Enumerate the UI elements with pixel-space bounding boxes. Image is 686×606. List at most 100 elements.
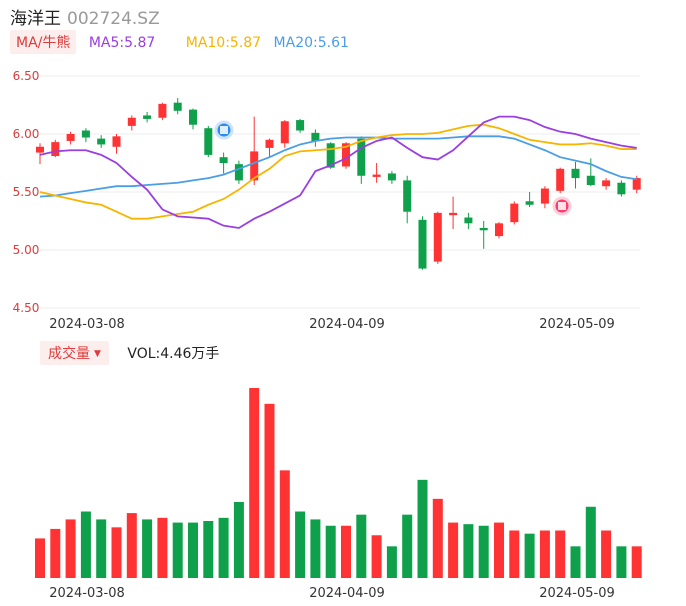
- ma-legend: MA/牛熊 MA5:5.87 MA10:5.87 MA20:5.61: [10, 30, 349, 54]
- candle-body: [219, 157, 228, 163]
- candle-body: [66, 134, 75, 141]
- candle-body: [342, 143, 350, 167]
- volume-bar: [585, 506, 596, 578]
- volume-bar: [341, 525, 351, 578]
- volume-date-axis: 2024-03-08 2024-04-09 2024-05-09: [49, 586, 615, 601]
- candle-body: [189, 109, 197, 125]
- date-tick-label: 2024-03-08: [49, 586, 125, 601]
- volume-bar: [295, 511, 306, 578]
- candle-body: [97, 138, 106, 145]
- candle-body: [602, 180, 611, 187]
- candle-body: [296, 120, 305, 131]
- volume-bar: [601, 530, 612, 578]
- price-date-axis: 2024-03-08 2024-04-09 2024-05-09: [49, 317, 615, 332]
- candle-body: [387, 173, 396, 181]
- date-tick-label: 2024-04-09: [309, 317, 385, 332]
- volume-bar: [126, 513, 137, 578]
- ma20-line: [39, 135, 637, 198]
- volume-bar: [35, 538, 45, 578]
- candle-body: [311, 132, 320, 141]
- date-tick-label: 2024-04-09: [309, 586, 385, 601]
- candles: [36, 98, 641, 270]
- volume-bar: [203, 521, 214, 578]
- volume-bar: [386, 546, 397, 578]
- price-tick-label: 6.50: [13, 69, 40, 83]
- volume-value: VOL:4.46万手: [127, 346, 220, 362]
- candle-body: [464, 217, 473, 224]
- candle-body: [234, 164, 243, 181]
- date-tick-label: 2024-05-09: [539, 586, 615, 601]
- candle-body: [265, 139, 274, 148]
- candle-body: [403, 180, 412, 212]
- volume-bar: [65, 519, 76, 578]
- candle-body: [479, 227, 488, 231]
- candle-body: [36, 146, 44, 153]
- volume-bar: [631, 546, 642, 578]
- price-grid: [40, 75, 640, 309]
- candle-body: [495, 223, 503, 237]
- signal-markers: [214, 120, 572, 216]
- candle-body: [204, 128, 213, 155]
- ma10-line: [39, 123, 637, 220]
- candle-body: [510, 203, 519, 223]
- candle-body: [372, 174, 381, 177]
- price-tick-label: 4.50: [13, 301, 40, 315]
- candle-body: [433, 212, 442, 262]
- volume-bar: [402, 514, 413, 578]
- candle-body: [556, 168, 565, 191]
- volume-bar: [539, 530, 550, 578]
- volume-bar: [616, 546, 627, 578]
- candle-body: [357, 138, 366, 176]
- ma-indicator-selector[interactable]: MA/牛熊: [10, 30, 77, 54]
- candle-body: [143, 115, 152, 119]
- candle-body: [127, 117, 136, 126]
- price-tick-label: 5.00: [13, 243, 40, 257]
- volume-bar: [188, 522, 198, 578]
- candle-body: [540, 188, 549, 204]
- volume-bar: [448, 522, 459, 578]
- candle-body: [158, 103, 167, 118]
- volume-bar: [570, 546, 581, 578]
- candle-body: [81, 130, 90, 138]
- volume-bar: [478, 525, 489, 578]
- candle-body: [586, 175, 595, 186]
- volume-bar: [249, 388, 260, 578]
- volume-bar: [356, 514, 367, 578]
- volume-selector-label: 成交量: [48, 346, 90, 362]
- volume-bar: [233, 502, 244, 578]
- volume-bar: [432, 498, 443, 578]
- candle-body: [617, 182, 626, 195]
- caret-down-icon: ▼: [94, 349, 101, 359]
- candle-body: [326, 143, 335, 168]
- price-tick-label: 5.50: [13, 185, 40, 199]
- volume-bar: [172, 522, 183, 578]
- bear-signal-icon: [552, 196, 572, 216]
- header: 海洋王 002724.SZ: [10, 4, 160, 29]
- volume-bar: [157, 517, 168, 578]
- price-tick-label: 6.00: [13, 127, 40, 141]
- ma10-value: MA10:5.87: [185, 35, 262, 51]
- volume-bar: [371, 535, 382, 578]
- candle-body: [632, 178, 641, 190]
- candle-body: [112, 136, 121, 147]
- candle-body: [173, 102, 182, 111]
- volume-bar: [142, 519, 153, 578]
- date-tick-label: 2024-03-08: [49, 317, 125, 332]
- volume-bar: [310, 519, 321, 578]
- volume-bar: [264, 403, 275, 578]
- volume-bar: [494, 522, 504, 578]
- volume-legend: 成交量 ▼ VOL:4.46万手: [40, 341, 220, 365]
- stock-code: 002724.SZ: [67, 9, 160, 29]
- candle-body: [51, 142, 60, 157]
- candle-body: [250, 151, 259, 181]
- candle-body: [418, 219, 427, 269]
- ma20-value: MA20:5.61: [273, 35, 349, 51]
- candle-body: [280, 121, 289, 144]
- ma5-line: [39, 115, 637, 229]
- volume-bars: [35, 388, 642, 578]
- volume-bar: [218, 517, 229, 578]
- volume-bar: [50, 528, 61, 578]
- volume-indicator-selector[interactable]: 成交量 ▼: [40, 341, 109, 365]
- candle-body: [449, 212, 458, 216]
